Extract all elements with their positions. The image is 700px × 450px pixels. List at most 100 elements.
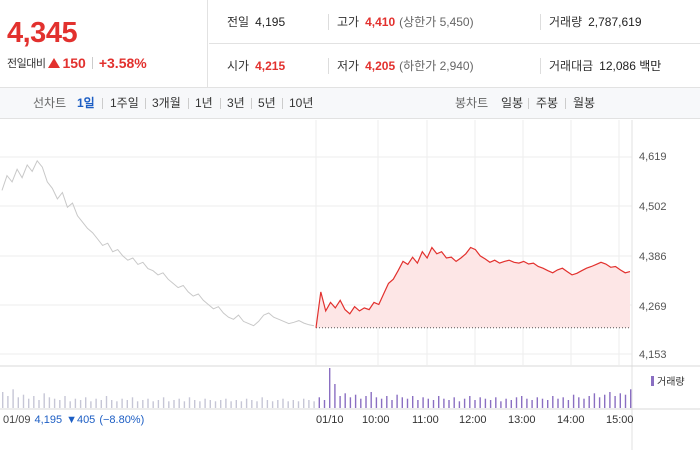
volume-bar (396, 394, 398, 408)
volume-bar (593, 393, 596, 408)
volume-bar (427, 398, 429, 408)
volume-bar (443, 398, 445, 408)
volume-bar (240, 401, 243, 408)
volume-bar (557, 398, 559, 408)
tab-monthly-candle[interactable]: 월봉 (573, 96, 596, 110)
volume-legend: 거래량 (651, 373, 685, 388)
volume-bar (251, 400, 253, 408)
tab-1d[interactable]: 1일 (77, 96, 95, 110)
volume-bar (583, 398, 585, 408)
divider (282, 98, 283, 109)
tab-3m[interactable]: 3개월 (152, 96, 181, 110)
divider (540, 14, 541, 30)
volume-bar (401, 397, 403, 408)
x-tick-label: 10:00 (362, 414, 390, 426)
volume-bar (370, 392, 372, 408)
up-triangle-icon (48, 58, 61, 68)
volume-bar (318, 397, 320, 408)
volume-bar (220, 400, 222, 408)
chart-canvas (0, 120, 700, 450)
tab-1y[interactable]: 1년 (195, 96, 213, 110)
volume-bar (225, 398, 227, 408)
volume-bar (541, 398, 544, 408)
volume-bar (256, 401, 258, 408)
volume-bar (474, 400, 476, 408)
volume-bar (463, 398, 466, 408)
volume-bar (344, 393, 346, 408)
candle-chart-label: 봉차트 (455, 96, 489, 110)
upper-limit: (상한가 5,450) (399, 15, 474, 29)
volume-bar (69, 401, 71, 408)
change-label: 전일대비 (7, 58, 46, 70)
volume-bar (572, 394, 575, 408)
volume-bar (609, 392, 611, 408)
volume-bar (214, 401, 217, 408)
stat-label: 저가 (337, 59, 360, 73)
volume-bar (349, 397, 352, 408)
volume-bar (183, 401, 186, 408)
volume-bar (448, 400, 450, 408)
volume-bar (53, 398, 56, 408)
volume-bar (453, 397, 455, 408)
volume-bar (95, 398, 97, 408)
tab-3y[interactable]: 3년 (227, 96, 245, 110)
y-tick-label: 4,619 (639, 151, 667, 163)
stat-label: 고가 (337, 15, 360, 29)
volume-bar (526, 398, 528, 408)
volume-bar (365, 396, 367, 408)
volume-bar (64, 396, 66, 408)
volume-bar (121, 398, 123, 408)
volume-bar (422, 397, 424, 408)
volume-bar (375, 397, 378, 408)
stat-label: 전일 (227, 15, 250, 29)
tab-10y[interactable]: 10년 (289, 96, 314, 110)
volume-bar (152, 401, 154, 408)
change-amount: 150 (62, 55, 86, 71)
chart-period-tabs: 선차트 1일 1주일 3개월 1년 3년 5년 10년 봉차트 일봉 주봉 월봉 (0, 88, 700, 119)
divider (145, 98, 146, 109)
divider (328, 14, 329, 30)
divider (220, 98, 221, 109)
x-tick-label: 12:00 (459, 414, 487, 426)
volume-bar (136, 401, 139, 408)
volume-bar (90, 401, 92, 408)
volume-bar (147, 398, 149, 408)
tab-5y[interactable]: 5년 (258, 96, 276, 110)
current-price-box: 4,345 전일대비 150 +3.58% (0, 0, 208, 88)
stat-value: 4,205 (365, 59, 396, 73)
volume-bar (360, 398, 362, 408)
volume-swatch (651, 375, 654, 386)
volume-bar (105, 396, 108, 408)
divider (328, 58, 329, 74)
volume-bar (157, 400, 160, 408)
tab-1w[interactable]: 1주일 (110, 96, 139, 110)
volume-bar (489, 400, 492, 408)
volume-bar (7, 396, 9, 408)
stats-row: 시가 4,215 저가 4,205 (하한가 2,940) 거래대금 12,086 백만 (209, 44, 700, 88)
volume-bar (547, 400, 549, 408)
volume-bar (334, 384, 336, 408)
volume-bar (505, 398, 507, 408)
volume-bar (116, 401, 118, 408)
divider (188, 98, 189, 109)
stat-label: 거래대금 (549, 59, 594, 73)
volume-bar (510, 400, 512, 408)
volume-bar (386, 396, 388, 408)
volume-bar (188, 397, 191, 408)
volume-bar (17, 397, 19, 408)
volume-bar (131, 397, 134, 408)
price-chart[interactable]: 4,619 4,502 4,386 4,269 4,153 거래량 01/09 4… (0, 120, 700, 450)
volume-bar (438, 396, 440, 408)
volume-bar (536, 397, 538, 408)
divider (251, 98, 252, 109)
current-price: 4,345 (7, 17, 78, 49)
change-percent: +3.58% (98, 55, 147, 71)
stat-label: 시가 (227, 59, 250, 73)
tab-daily-candle[interactable]: 일봉 (501, 96, 524, 110)
tab-weekly-candle[interactable]: 주봉 (536, 96, 559, 110)
volume-bar (417, 400, 419, 408)
volume-bar (458, 401, 461, 408)
volume-bar (168, 401, 170, 408)
volume-bar (323, 400, 326, 408)
volume-bar (266, 400, 269, 408)
